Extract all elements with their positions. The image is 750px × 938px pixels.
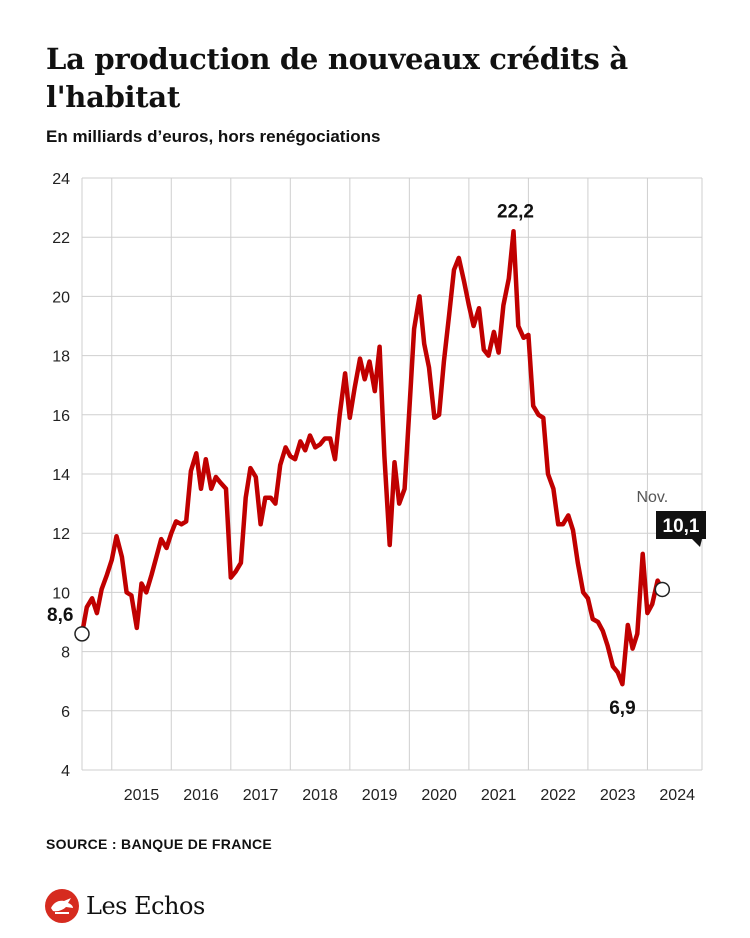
annotation-label: 22,2	[497, 201, 534, 222]
data-point-marker	[74, 626, 90, 642]
y-tick-label: 22	[52, 230, 70, 247]
y-tick-label: 24	[52, 171, 70, 188]
chart-title: La production de nouveaux crédits à l'ha…	[46, 42, 628, 114]
y-tick-label: 18	[52, 349, 70, 366]
y-tick-label: 4	[61, 763, 70, 780]
y-tick-label: 12	[52, 526, 70, 543]
y-tick-label: 16	[52, 408, 70, 425]
x-tick-label: 2018	[302, 787, 338, 804]
les-echos-logo-icon	[45, 889, 79, 923]
y-tick-label: 6	[61, 704, 70, 721]
annotation-box-pointer	[692, 539, 702, 547]
chart-subtitle: En milliards d’euros, hors renégociation…	[46, 127, 381, 146]
annotation-month-label: Nov.	[636, 489, 668, 506]
x-tick-label: 2021	[481, 787, 517, 804]
x-tick-label: 2020	[421, 787, 457, 804]
x-tick-label: 2016	[183, 787, 219, 804]
data-point-marker	[654, 581, 671, 598]
y-axis-tick-labels: 4 6 8 10 12 14 16 18 20 22 24	[52, 171, 70, 780]
annotation-label: 8,6	[47, 605, 73, 626]
x-tick-label: 2017	[243, 787, 279, 804]
x-tick-label: 2015	[124, 787, 160, 804]
x-tick-label: 2023	[600, 787, 636, 804]
y-tick-label: 20	[52, 289, 70, 306]
vertical-gridlines	[81, 178, 703, 770]
annotation-label: 6,9	[609, 698, 635, 719]
y-tick-label: 10	[52, 585, 70, 602]
y-tick-label: 14	[52, 467, 70, 484]
series-layer	[79, 229, 665, 687]
annotation-label: 10,1	[663, 516, 700, 537]
brand-name: Les Echos	[86, 892, 205, 920]
brand-logo-block: Les Echos	[44, 888, 205, 924]
x-tick-label: 2022	[540, 787, 576, 804]
annotation-box	[656, 511, 706, 539]
x-axis-year-labels: 2015 2016 2017 2018 2019 2020 2021 2022 2023 2024	[124, 787, 695, 804]
source-note: SOURCE : BANQUE DE FRANCE	[46, 836, 273, 852]
y-tick-label: 8	[61, 645, 70, 662]
x-tick-label: 2024	[659, 787, 695, 804]
series-line	[79, 229, 665, 687]
x-tick-label: 2019	[362, 787, 398, 804]
annotations-layer: 8,6 22,2 6,9 Nov. 10,1	[47, 201, 706, 719]
